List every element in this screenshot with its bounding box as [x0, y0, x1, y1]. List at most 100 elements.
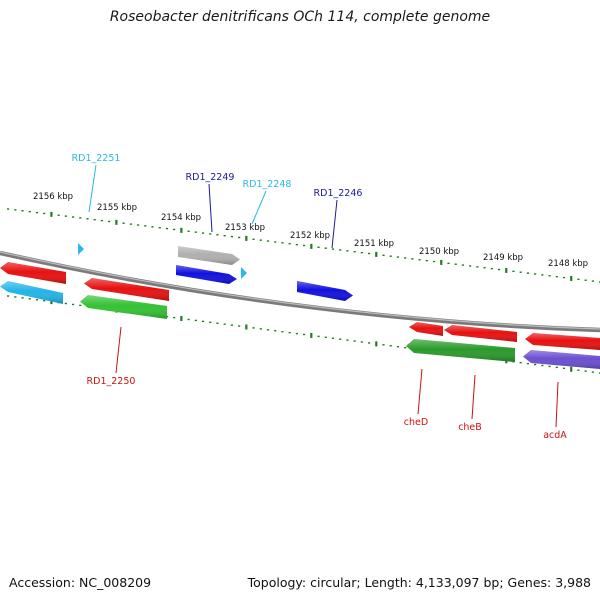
minor-tick — [548, 365, 551, 368]
minor-tick — [497, 268, 501, 271]
gene-feature-red-left-upper[interactable] — [0, 262, 66, 284]
minor-tick — [21, 297, 24, 299]
minor-tick — [317, 335, 320, 338]
gene-labels: RD1_2251 RD1_2249 RD1_2248 RD1_2246 RD1_2250… — [72, 153, 568, 441]
minor-tick — [447, 262, 450, 265]
minor-tick — [577, 369, 580, 371]
tick-label: 2152 kbp — [290, 231, 330, 241]
tick-label: 2156 kbp — [33, 192, 73, 202]
small-feature-marker[interactable] — [78, 243, 84, 255]
tick-labels: 2156 kbp 2155 kbp 2154 kbp 2153 kbp 2152 kbp… — [33, 192, 588, 269]
minor-tick — [541, 364, 544, 367]
minor-tick — [353, 251, 356, 253]
minor-tick — [331, 337, 335, 339]
minor-tick — [274, 330, 277, 332]
minor-tick — [201, 320, 205, 323]
minor-tick — [367, 342, 371, 344]
minor-tick — [584, 370, 587, 372]
minor-tick — [461, 264, 465, 266]
leader-line-rd1-2246 — [331, 199, 338, 249]
minor-tick — [526, 362, 530, 365]
major-tick — [245, 324, 248, 330]
gene-label-acdA[interactable]: acdA — [543, 430, 567, 441]
minor-tick — [187, 318, 190, 321]
major-tick — [375, 341, 378, 347]
minor-tick — [238, 236, 241, 239]
gene-label-rd1-2250[interactable]: RD1_2250 — [87, 376, 136, 387]
minor-tick — [389, 345, 392, 347]
minor-tick — [79, 217, 82, 219]
gene-feature-blue-rd1-2249[interactable] — [176, 265, 237, 284]
minor-tick — [209, 233, 212, 235]
gene-label-rd1-2248[interactable]: RD1_2248 — [243, 179, 292, 190]
minor-tick — [71, 303, 75, 306]
minor-tick — [266, 240, 270, 242]
major-tick — [505, 267, 508, 273]
minor-tick — [519, 271, 522, 273]
minor-tick — [201, 232, 205, 234]
gene-feature-red-cheB-upper[interactable] — [444, 325, 517, 342]
minor-tick — [534, 273, 537, 275]
minor-tick — [71, 216, 75, 218]
minor-tick — [303, 333, 306, 336]
gene-label-rd1-2246[interactable]: RD1_2246 — [314, 188, 363, 199]
gene-feature-green-cheD-cheB[interactable] — [406, 339, 515, 362]
minor-tick — [490, 267, 493, 270]
gene-feature-purple-acdA[interactable] — [523, 350, 600, 369]
gene-feature-grey-rd1-2249[interactable] — [178, 246, 240, 265]
minor-tick — [7, 295, 10, 297]
minor-tick — [173, 316, 176, 319]
gene-feature-red-right-upper[interactable] — [525, 333, 600, 350]
minor-tick — [591, 280, 594, 282]
tick-label: 2150 kbp — [419, 247, 459, 257]
minor-tick — [230, 235, 234, 238]
minor-tick — [555, 275, 558, 278]
tick-label: 2149 kbp — [483, 253, 523, 263]
minor-tick — [108, 220, 111, 223]
minor-tick — [519, 361, 522, 364]
major-tick — [310, 243, 313, 249]
minor-tick — [223, 235, 226, 237]
minor-tick — [339, 249, 342, 251]
major-tick — [180, 316, 183, 322]
major-tick — [375, 251, 378, 257]
gene-feature-green-rd1-2250[interactable] — [80, 295, 167, 319]
minor-tick — [562, 367, 566, 370]
gene-label-rd1-2251[interactable]: RD1_2251 — [72, 153, 121, 164]
minor-tick — [216, 322, 219, 324]
gene-label-rd1-2249[interactable]: RD1_2249 — [186, 172, 235, 183]
leader-line-cheB — [471, 374, 476, 420]
small-feature-marker[interactable] — [241, 267, 247, 279]
minor-tick — [288, 331, 291, 334]
gene-features — [0, 243, 600, 369]
minor-tick — [64, 302, 67, 305]
gene-feature-red-upper-2[interactable] — [84, 278, 169, 301]
gene-feature-blue-rd1-2246[interactable] — [297, 281, 353, 301]
minor-tick — [144, 225, 147, 227]
minor-tick — [548, 275, 551, 277]
minor-tick — [57, 214, 60, 216]
minor-tick — [158, 226, 161, 229]
gene-label-cheB[interactable]: cheB — [458, 422, 482, 433]
minor-tick — [382, 344, 385, 346]
minor-tick — [194, 231, 197, 233]
minor-tick — [339, 338, 342, 340]
minor-tick — [317, 246, 320, 248]
gene-feature-cyan-left-lower[interactable] — [0, 281, 63, 304]
major-tick — [50, 299, 53, 305]
minor-tick — [526, 272, 530, 274]
leader-line-rd1-2250 — [115, 326, 122, 374]
minor-tick — [396, 256, 400, 258]
minor-tick — [252, 327, 255, 329]
genome-title: Roseobacter denitrificans OCh 114, compl… — [109, 9, 491, 25]
gene-label-cheD[interactable]: cheD — [404, 417, 428, 428]
minor-tick — [281, 242, 284, 244]
minor-tick — [476, 266, 479, 268]
major-tick — [115, 219, 118, 225]
minor-tick — [230, 324, 234, 326]
tick-label: 2148 kbp — [548, 259, 588, 269]
gene-feature-red-cheD[interactable] — [409, 322, 443, 336]
minor-tick — [252, 238, 255, 240]
leader-line-rd1-2248 — [251, 190, 267, 225]
